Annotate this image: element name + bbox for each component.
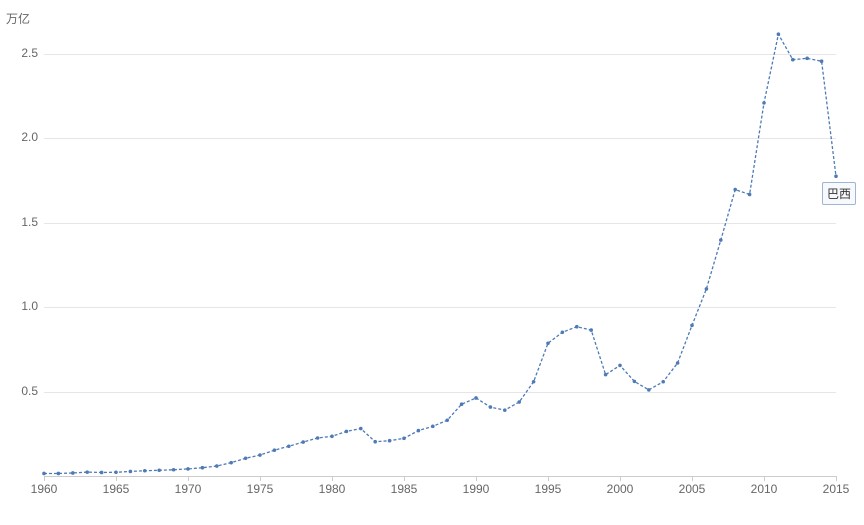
x-tick-label: 2000: [600, 482, 640, 496]
series-marker: [618, 364, 622, 368]
series-marker: [258, 453, 262, 457]
x-tick-label: 2005: [672, 482, 712, 496]
series-marker: [474, 396, 478, 400]
y-axis-unit-label: 万亿: [6, 10, 30, 27]
x-tick-mark: [548, 476, 549, 481]
x-tick-label: 1980: [312, 482, 352, 496]
x-tick-mark: [44, 476, 45, 481]
series-marker: [244, 456, 248, 460]
series-marker: [503, 408, 507, 412]
x-tick-label: 2015: [816, 482, 856, 496]
series-marker: [445, 418, 449, 422]
plot-svg: [0, 0, 864, 525]
series-marker: [402, 437, 406, 441]
x-tick-label: 1965: [96, 482, 136, 496]
series-marker: [633, 380, 637, 384]
series-marker: [201, 466, 205, 470]
series-marker: [820, 59, 824, 63]
series-marker: [589, 328, 593, 332]
y-tick-label: 1.5: [6, 215, 38, 229]
x-tick-mark: [332, 476, 333, 481]
series-marker: [561, 330, 565, 334]
x-tick-label: 1990: [456, 482, 496, 496]
y-gridline: [44, 138, 836, 139]
series-marker: [748, 193, 752, 197]
x-tick-label: 2010: [744, 482, 784, 496]
x-tick-label: 1975: [240, 482, 280, 496]
series-marker: [287, 444, 291, 448]
series-marker: [604, 373, 608, 377]
series-marker: [460, 402, 464, 406]
series-marker: [273, 448, 277, 452]
y-gridline: [44, 307, 836, 308]
series-marker: [215, 464, 219, 468]
y-gridline: [44, 54, 836, 55]
x-tick-label: 1960: [24, 482, 64, 496]
series-marker: [575, 325, 579, 329]
x-tick-mark: [116, 476, 117, 481]
y-gridline: [44, 392, 836, 393]
series-marker: [431, 425, 435, 429]
x-tick-label: 1995: [528, 482, 568, 496]
series-marker: [805, 57, 809, 61]
series-marker: [172, 468, 176, 472]
series-marker: [417, 429, 421, 433]
series-marker: [546, 341, 550, 345]
y-gridline: [44, 223, 836, 224]
series-marker: [777, 32, 781, 36]
series-marker: [489, 405, 493, 409]
series-marker: [186, 467, 190, 471]
series-marker: [229, 461, 233, 465]
series-marker: [57, 472, 61, 476]
series-marker: [676, 361, 680, 365]
series-marker: [359, 427, 363, 431]
series-marker: [388, 439, 392, 443]
series-marker: [85, 470, 89, 474]
y-tick-label: 2.0: [6, 130, 38, 144]
y-tick-label: 1.0: [6, 299, 38, 313]
series-marker: [100, 471, 104, 475]
series-line: [44, 34, 836, 473]
line-chart: 万亿 0.5 1.0 1.5 2.0 2.5 1960 1965 1970 1975 1980 19…: [0, 0, 864, 525]
series-marker: [114, 470, 118, 474]
x-tick-mark: [404, 476, 405, 481]
series-end-label: 巴西: [822, 182, 856, 205]
series-marker: [345, 430, 349, 434]
x-tick-mark: [188, 476, 189, 481]
y-tick-label: 2.5: [6, 46, 38, 60]
series-marker: [301, 440, 305, 444]
series-marker: [71, 471, 75, 475]
x-tick-mark: [260, 476, 261, 481]
series-marker: [143, 469, 147, 473]
x-tick-mark: [764, 476, 765, 481]
series-marker: [762, 101, 766, 105]
series-marker: [661, 380, 665, 384]
series-marker: [834, 174, 838, 178]
series-marker: [733, 188, 737, 192]
y-tick-label: 0.5: [6, 384, 38, 398]
series-marker: [517, 400, 521, 404]
x-tick-mark: [692, 476, 693, 481]
series-marker: [373, 440, 377, 444]
x-tick-label: 1985: [384, 482, 424, 496]
series-marker: [157, 468, 161, 472]
x-tick-label: 1970: [168, 482, 208, 496]
series-marker: [705, 287, 709, 291]
series-marker: [330, 435, 334, 439]
x-tick-mark: [476, 476, 477, 481]
series-marker: [690, 324, 694, 328]
series-marker: [129, 470, 133, 474]
series-marker: [532, 380, 536, 384]
x-tick-mark: [836, 476, 837, 481]
series-marker: [42, 472, 46, 476]
x-axis-line: [44, 476, 836, 477]
series-marker: [316, 436, 320, 440]
series-marker: [791, 58, 795, 62]
x-tick-mark: [620, 476, 621, 481]
series-marker: [719, 238, 723, 242]
